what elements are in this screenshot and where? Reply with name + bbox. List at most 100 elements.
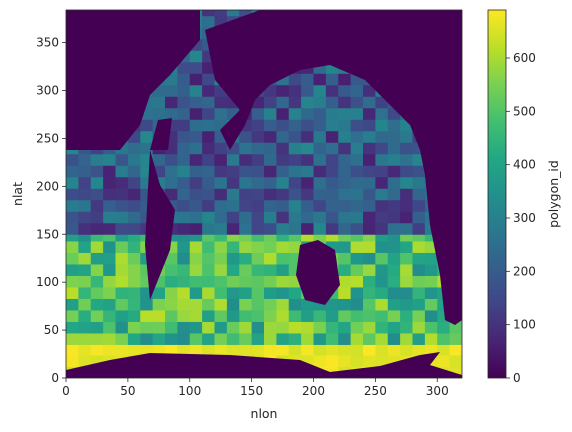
heatmap-cell	[127, 188, 141, 201]
heatmap-cell	[78, 234, 92, 242]
heatmap-cell	[424, 252, 438, 265]
heatmap-cell	[363, 153, 376, 166]
heatmap-cell	[202, 61, 215, 74]
heatmap-cell	[400, 286, 413, 299]
heatmap-cell	[350, 130, 364, 143]
heatmap-cell	[264, 188, 277, 201]
heatmap-cell	[363, 275, 376, 288]
heatmap-cell	[264, 165, 277, 178]
heatmap-cell	[400, 263, 413, 276]
heatmap-cell	[103, 286, 116, 299]
heatmap-cell	[338, 119, 352, 132]
heatmap-cell	[387, 176, 401, 189]
heatmap-cell	[264, 153, 277, 166]
heatmap-cell	[400, 142, 413, 155]
heatmap-cell	[276, 298, 290, 311]
heatmap-cell	[90, 211, 104, 224]
heatmap-cell	[350, 96, 364, 109]
heatmap-cell	[103, 240, 116, 253]
heatmap-cell	[165, 84, 178, 97]
heatmap-cell	[375, 321, 389, 334]
heatmap-cell	[177, 263, 191, 276]
colorbar-tick-label: 200	[513, 264, 536, 278]
land-north-america	[66, 10, 200, 150]
heatmap-cell	[400, 344, 413, 356]
heatmap-cell	[214, 252, 228, 265]
heatmap-cell	[66, 176, 79, 189]
heatmap-cell	[375, 252, 389, 265]
heatmap-cell	[387, 240, 401, 253]
heatmap-cell	[103, 309, 116, 322]
heatmap-cell	[202, 153, 215, 166]
heatmap-cell	[264, 344, 277, 356]
heatmap-cell	[189, 96, 203, 109]
heatmap-cell	[239, 165, 253, 178]
heatmap-cell	[103, 332, 116, 345]
heatmap-cell	[264, 96, 277, 109]
heatmap-cell	[375, 234, 389, 242]
heatmap-cell	[226, 344, 240, 356]
heatmap-cell	[301, 222, 314, 235]
heatmap-cell	[449, 355, 462, 367]
heatmap-cell	[412, 211, 426, 224]
heatmap-cell	[152, 286, 166, 299]
heatmap-cell	[350, 240, 364, 253]
heatmap-cell	[226, 222, 240, 235]
heatmap-cell	[189, 286, 203, 299]
heatmap-cell	[276, 344, 290, 356]
heatmap-cell	[189, 84, 203, 97]
land-antarctica	[66, 352, 462, 378]
heatmap-cell	[239, 332, 253, 345]
heatmap-cell	[90, 344, 104, 356]
heatmap-cell	[264, 119, 277, 132]
heatmap-cell	[165, 176, 178, 189]
heatmap-cell	[288, 153, 302, 166]
heatmap-cell	[177, 107, 191, 120]
heatmap-cell	[387, 321, 401, 334]
heatmap-cell	[288, 252, 302, 265]
heatmap-cell	[177, 130, 191, 143]
heatmap-cell	[325, 344, 339, 356]
heatmap-cell	[140, 130, 154, 143]
x-tick-label: 200	[302, 384, 325, 398]
heatmap-cell	[338, 298, 352, 311]
heatmap-cell	[424, 263, 438, 276]
heatmap-cell	[177, 96, 191, 109]
heatmap-cell	[288, 344, 302, 356]
heatmap-cell	[325, 142, 339, 155]
heatmap-cell	[325, 321, 339, 334]
heatmap-cell	[412, 309, 426, 322]
heatmap-cell	[165, 263, 178, 276]
heatmap-cell	[177, 321, 191, 334]
heatmap-cell	[239, 176, 253, 189]
heatmap-cell	[301, 153, 314, 166]
heatmap-cell	[301, 211, 314, 224]
heatmap-cell	[239, 211, 253, 224]
colorbar-label: polygon_id	[546, 160, 561, 228]
heatmap-cell	[226, 321, 240, 334]
heatmap-cell	[276, 211, 290, 224]
heatmap-cell	[239, 240, 253, 253]
heatmap-cell	[214, 286, 228, 299]
heatmap-cell	[127, 199, 141, 212]
heatmap-cell	[400, 222, 413, 235]
heatmap-cell	[363, 252, 376, 265]
heatmap-cell	[189, 142, 203, 155]
heatmap-cell	[313, 309, 327, 322]
heatmap-cell	[313, 96, 327, 109]
heatmap-cell	[177, 176, 191, 189]
heatmap-cell	[288, 119, 302, 132]
heatmap-cell	[226, 165, 240, 178]
heatmap-cell	[127, 240, 141, 253]
heatmap-cell	[177, 165, 191, 178]
heatmap-cell	[189, 188, 203, 201]
heatmap-cell	[90, 263, 104, 276]
heatmap-cell	[165, 286, 178, 299]
heatmap-cell	[251, 321, 265, 334]
heatmap-cell	[288, 211, 302, 224]
colorbar-tick-label: 300	[513, 211, 536, 225]
heatmap-cell	[412, 344, 426, 356]
heatmap-cell	[400, 130, 413, 143]
heatmap-cell	[177, 142, 191, 155]
heatmap-cell	[288, 332, 302, 345]
